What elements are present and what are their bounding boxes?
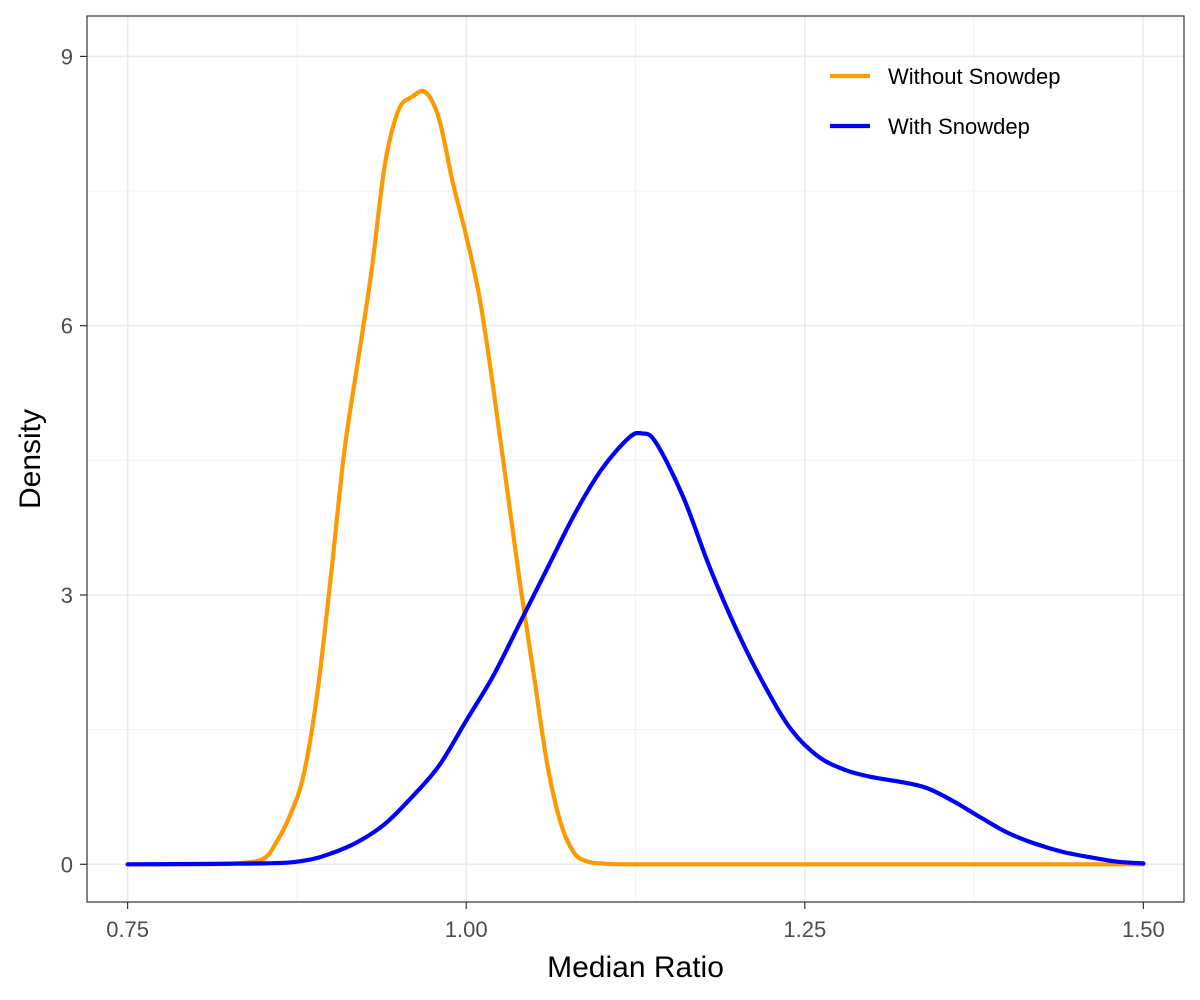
x-axis: 0.75 1.00 1.25 1.50 (106, 902, 1165, 942)
x-axis-title: Median Ratio (547, 951, 724, 984)
y-axis-title: Density (14, 409, 47, 509)
x-tick-label: 1.50 (1122, 917, 1165, 942)
x-tick-label: 1.00 (445, 917, 488, 942)
x-tick-label: 0.75 (106, 917, 149, 942)
series-line-without-snowdep (125, 88, 1146, 867)
y-tick-label: 0 (61, 852, 73, 877)
legend-label-without-snowdep: Without Snowdep (888, 64, 1060, 89)
minor-gridlines (87, 16, 1184, 902)
series-line-with-snowdep (125, 430, 1146, 867)
y-tick-label: 6 (61, 314, 73, 339)
series-lines (125, 88, 1146, 867)
legend-label-with-snowdep: With Snowdep (888, 114, 1030, 139)
legend: Without Snowdep With Snowdep (830, 64, 1060, 139)
y-tick-label: 3 (61, 583, 73, 608)
plot-panel-border (86, 15, 1185, 903)
y-axis: 0 3 6 9 (61, 44, 87, 877)
y-tick-label: 9 (61, 44, 73, 69)
x-tick-label: 1.25 (783, 917, 826, 942)
